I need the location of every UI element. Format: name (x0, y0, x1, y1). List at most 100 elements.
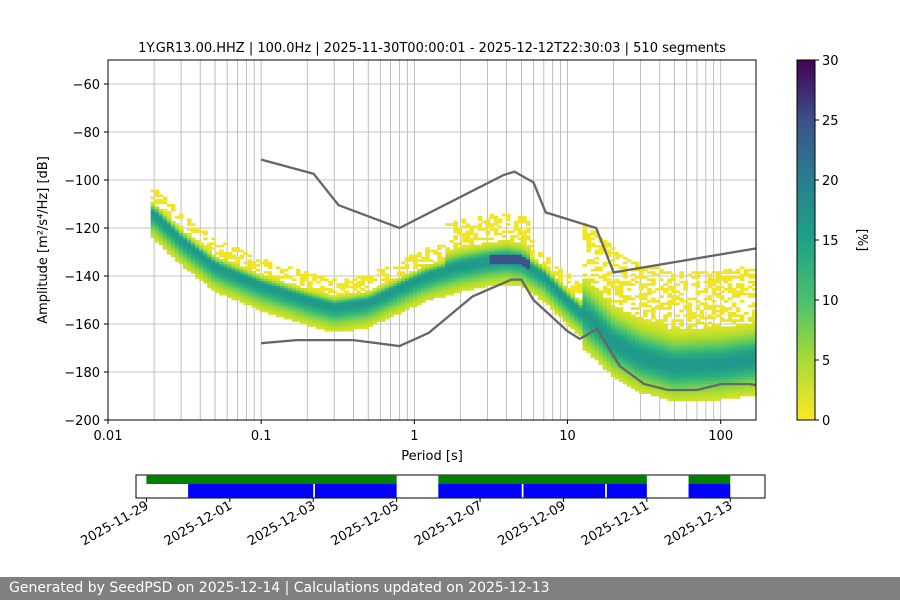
heatmap-cell (320, 297, 325, 301)
heatmap-cell (602, 302, 608, 306)
heatmap-cell (465, 223, 471, 226)
heatmap-cell (638, 386, 644, 390)
heatmap-cell (671, 398, 676, 402)
heatmap-cell (711, 391, 717, 394)
heatmap-cell (715, 350, 721, 354)
heatmap-cell (570, 300, 576, 303)
heatmap-cell (614, 348, 620, 351)
heatmap-cell (392, 290, 398, 294)
heatmap-cell (328, 297, 333, 301)
heatmap-cell (255, 280, 261, 284)
heatmap-cell (243, 297, 249, 301)
heatmap-cell (530, 244, 535, 248)
heatmap-cell (312, 300, 317, 303)
heatmap-cell (691, 398, 697, 402)
heatmap-cell (259, 283, 265, 286)
heatmap-cell (659, 369, 664, 373)
heatmap-cell (509, 280, 515, 284)
heatmap-cell (651, 369, 656, 373)
heatmap-cell (513, 254, 519, 258)
heatmap-cell (574, 309, 580, 313)
heatmap-cell (695, 331, 701, 334)
heatmap-cell (622, 350, 628, 354)
heatmap-cell (618, 362, 624, 366)
heatmap-cell (360, 309, 366, 313)
heatmap-cell (513, 280, 519, 284)
heatmap-cell (425, 271, 430, 274)
heatmap-cell (622, 319, 628, 322)
heatmap-cell (699, 336, 705, 339)
heatmap-cell (647, 391, 652, 394)
heatmap-cell (300, 312, 305, 315)
heatmap-cell (376, 309, 382, 313)
heatmap-cell (643, 276, 648, 279)
heatmap-cell (618, 379, 624, 382)
heatmap-cell (735, 276, 741, 279)
heatmap-cell (663, 316, 668, 320)
heatmap-cell (384, 297, 390, 301)
heatmap-cell (191, 244, 196, 248)
heatmap-cell (453, 283, 458, 286)
heatmap-cell (663, 393, 668, 397)
heatmap-cell (517, 242, 523, 246)
heatmap-cell (542, 297, 547, 301)
heatmap-cell (683, 381, 688, 385)
heatmap-cell (638, 276, 644, 279)
heatmap-cell (308, 307, 313, 310)
heatmap-cell (667, 367, 672, 370)
heatmap-cell (267, 261, 273, 265)
heatmap-cell (582, 348, 588, 351)
heatmap-cell (178, 254, 184, 258)
heatmap-cell (667, 338, 672, 342)
heatmap-cell (259, 297, 265, 301)
heatmap-cell (437, 290, 442, 294)
heatmap-cell (239, 268, 245, 272)
heatmap-cell (513, 228, 519, 231)
heatmap-cell (421, 264, 426, 267)
heatmap-cell (469, 259, 475, 262)
heatmap-cell (594, 295, 600, 298)
heatmap-cell (735, 324, 741, 327)
heatmap-cell (473, 261, 479, 265)
heatmap-cell (231, 268, 237, 272)
heatmap-cell (453, 268, 458, 272)
heatmap-cell (396, 266, 402, 270)
heatmap-cell (663, 367, 668, 370)
heatmap-cell (622, 374, 628, 378)
heatmap-cell (481, 268, 487, 272)
heatmap-cell (360, 295, 366, 298)
heatmap-cell (602, 316, 608, 320)
heatmap-cell (247, 278, 253, 282)
heatmap-cell (655, 338, 660, 342)
heatmap-cell (287, 309, 293, 313)
heatmap-cell (606, 324, 612, 327)
heatmap-cell (158, 199, 164, 202)
heatmap-cell (723, 278, 729, 282)
heatmap-cell (166, 240, 172, 243)
heatmap-cell (630, 350, 636, 354)
heatmap-cell (715, 338, 721, 342)
heatmap-cell (562, 297, 567, 301)
heatmap-cell (158, 218, 164, 222)
heatmap-cell (727, 290, 733, 294)
heatmap-cell (667, 314, 672, 318)
heatmap-cell (542, 273, 547, 277)
heatmap-cell (457, 261, 463, 265)
heatmap-cell (320, 319, 325, 322)
heatmap-cell (594, 297, 600, 301)
heatmap-cell (602, 290, 608, 294)
heatmap-cell (195, 271, 200, 274)
heatmap-cell (340, 314, 345, 318)
heatmap-cell (647, 343, 652, 346)
heatmap-cell (384, 288, 390, 291)
heatmap-cell (279, 271, 285, 274)
heatmap-cell (324, 324, 329, 327)
heatmap-cell (683, 304, 688, 308)
heatmap-cell (598, 331, 604, 334)
heatmap-cell (287, 314, 293, 318)
heatmap-cell (453, 242, 458, 246)
heatmap-cell (594, 252, 600, 255)
heatmap-cell (614, 256, 620, 260)
heatmap-cell (404, 290, 410, 294)
